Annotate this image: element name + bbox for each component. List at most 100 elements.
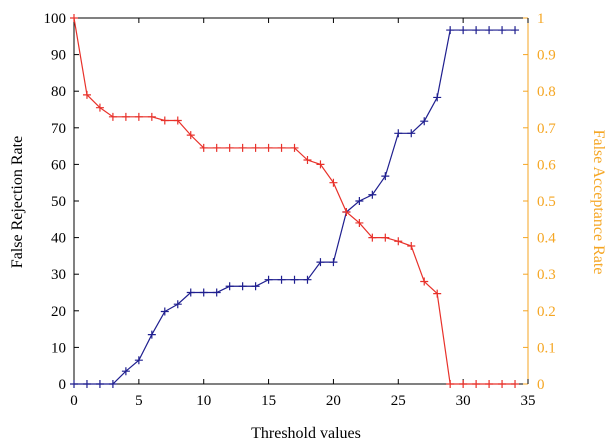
x-tick-label: 10 — [196, 393, 211, 409]
data-point-marker — [82, 380, 91, 388]
data-point-marker — [368, 190, 377, 199]
data-point-marker — [173, 116, 182, 125]
data-point-marker — [186, 288, 195, 297]
series-layer — [70, 14, 520, 388]
data-point-marker — [407, 242, 416, 251]
data-point-marker — [121, 367, 130, 376]
data-point-marker — [381, 233, 390, 242]
data-point-marker — [394, 129, 403, 138]
right-tick-label: 0.7 — [537, 121, 556, 137]
data-point-marker — [264, 275, 273, 284]
x-tick-label: 25 — [391, 393, 406, 409]
left-tick-label: 60 — [51, 157, 66, 173]
right-tick-label: 0 — [537, 377, 545, 393]
data-point-marker — [316, 160, 325, 169]
left-tick-label: 0 — [59, 377, 67, 393]
data-point-marker — [108, 112, 117, 121]
data-point-marker — [498, 380, 507, 388]
data-point-marker — [95, 103, 104, 112]
data-point-marker — [108, 380, 117, 388]
x-tick-label: 5 — [135, 393, 143, 409]
x-tick-label: 35 — [521, 393, 536, 409]
plot-frame — [73, 17, 529, 385]
data-point-marker — [355, 218, 364, 227]
left-tick-label: 20 — [51, 304, 66, 320]
data-point-marker — [472, 26, 481, 35]
data-point-marker — [316, 258, 325, 267]
right-tick-label: 0.4 — [537, 231, 556, 247]
data-point-marker — [264, 143, 273, 152]
data-point-marker — [420, 277, 429, 286]
data-point-marker — [290, 143, 299, 152]
data-point-marker — [277, 275, 286, 284]
data-point-marker — [355, 197, 364, 205]
data-point-marker — [446, 26, 455, 35]
data-point-marker — [368, 233, 377, 242]
data-point-marker — [70, 380, 78, 388]
data-point-marker — [459, 380, 468, 388]
left-tick-label: 50 — [51, 194, 66, 210]
data-point-marker — [342, 207, 351, 216]
data-point-marker — [199, 288, 208, 297]
data-point-marker — [498, 26, 507, 35]
data-point-marker — [160, 116, 169, 125]
data-point-marker — [277, 143, 286, 152]
series-line — [73, 17, 516, 385]
data-point-marker — [303, 156, 312, 165]
right-tick-label: 0.1 — [537, 340, 556, 356]
left-tick-label: 40 — [51, 231, 66, 247]
data-point-marker — [225, 282, 234, 291]
left-tick-label: 70 — [51, 121, 66, 137]
left-tick-label: 90 — [51, 48, 66, 64]
left-tick-label: 10 — [51, 340, 66, 356]
left-tick-label: 80 — [51, 84, 66, 100]
left-axis-title: False Rejection Rate — [9, 136, 26, 268]
data-point-marker — [173, 300, 182, 309]
data-point-marker — [407, 129, 416, 138]
left-tick-label: 100 — [44, 11, 67, 27]
data-point-marker — [82, 90, 91, 99]
data-point-marker — [212, 143, 221, 152]
data-point-marker — [303, 275, 312, 284]
right-tick-label: 0.9 — [537, 48, 556, 64]
data-point-marker — [433, 289, 442, 298]
data-point-marker — [485, 26, 494, 35]
x-tick-label: 15 — [261, 393, 276, 409]
data-point-marker — [212, 288, 221, 297]
data-point-marker — [472, 380, 481, 388]
left-axis-ticks: 0 10 20 30 40 50 60 70 80 90 100 — [44, 11, 79, 393]
left-tick-label: 30 — [51, 267, 66, 283]
data-point-marker — [511, 26, 520, 35]
data-point-marker — [160, 307, 169, 316]
right-tick-label: 0.2 — [537, 304, 556, 320]
data-point-marker — [70, 14, 78, 22]
right-tick-label: 0.6 — [537, 157, 556, 173]
x-tick-label: 0 — [70, 393, 78, 409]
right-tick-label: 0.5 — [537, 194, 556, 210]
x-tick-label: 30 — [456, 393, 471, 409]
data-point-marker — [329, 258, 338, 267]
data-point-marker — [446, 380, 455, 388]
right-tick-label: 0.8 — [537, 84, 556, 100]
data-point-marker — [433, 93, 442, 102]
data-point-marker — [394, 237, 403, 246]
data-point-marker — [225, 143, 234, 152]
data-point-marker — [238, 143, 247, 152]
right-axis-title: False Acceptance Rate — [590, 130, 607, 275]
data-point-marker — [95, 380, 104, 388]
data-point-marker — [238, 282, 247, 291]
data-point-marker — [251, 143, 260, 152]
x-tick-label: 20 — [326, 393, 341, 409]
data-point-marker — [329, 178, 338, 187]
data-point-marker — [251, 282, 260, 291]
data-point-marker — [186, 131, 195, 140]
data-point-marker — [459, 26, 468, 35]
series-false-acceptance — [70, 14, 520, 388]
data-point-marker — [134, 112, 143, 121]
data-point-marker — [485, 380, 494, 388]
right-tick-label: 1 — [537, 11, 545, 27]
series-line — [74, 29, 516, 385]
data-point-marker — [147, 330, 156, 339]
series-false-rejection — [70, 26, 520, 388]
